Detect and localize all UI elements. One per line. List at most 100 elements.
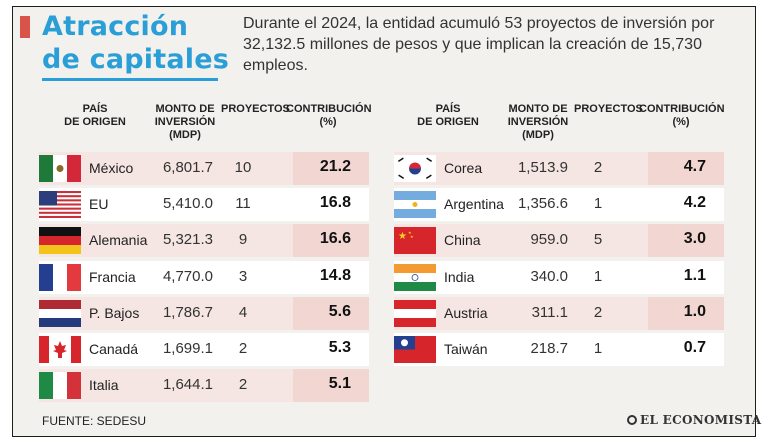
austria-flag-icon xyxy=(394,299,436,327)
country-name: India xyxy=(444,268,475,285)
mexico-flag-icon xyxy=(39,155,81,182)
investment-amount: 5,321.3 xyxy=(162,231,213,249)
table-row: Taiwán 218.7 1 0.7 xyxy=(394,333,724,366)
title: Atracción de capitales xyxy=(42,10,229,76)
france-flag-icon xyxy=(39,263,81,291)
investment-amount: 311.1 xyxy=(531,303,568,321)
germany-flag-icon xyxy=(39,227,81,255)
netherlands-flag-icon xyxy=(39,299,81,327)
contribution-percent: 16.8 xyxy=(319,194,351,212)
country-name: Canadá xyxy=(89,341,139,357)
country-name: Corea xyxy=(444,160,483,176)
contribution-percent: 1.0 xyxy=(683,302,706,320)
contribution-cell-background xyxy=(293,369,369,403)
table-row: EU 5,410.0 11 16.8 xyxy=(39,188,369,222)
contribution-cell-background xyxy=(293,260,369,294)
title-underline xyxy=(42,78,218,81)
contribution-percent: 5.3 xyxy=(328,339,351,356)
project-count: 2 xyxy=(593,303,603,321)
project-count: 10 xyxy=(234,159,252,176)
india-flag-icon xyxy=(394,263,436,291)
left-header-monto: MONTO DE INVERSIÓN (MDP) xyxy=(154,103,216,141)
canada-flag-icon xyxy=(39,336,81,363)
description: Durante el 2024, la entidad acumuló 53 p… xyxy=(243,15,715,74)
usa-flag-icon xyxy=(39,191,81,219)
investment-amount: 1,356.6 xyxy=(517,195,568,213)
contribution-percent: 4.2 xyxy=(683,194,706,212)
project-count: 1 xyxy=(593,340,603,357)
contribution-percent: 5.1 xyxy=(328,375,351,393)
project-count: 11 xyxy=(235,195,251,213)
logo-text: EL ECONOMISTA xyxy=(640,413,762,427)
investment-amount: 1,699.1 xyxy=(162,340,213,357)
right-header-contribucion: CONTRIBUCIÓN (%) xyxy=(639,103,725,128)
contribution-percent: 3.0 xyxy=(683,230,706,248)
country-name: Taiwán xyxy=(444,341,488,357)
contribution-percent: 14.8 xyxy=(319,266,351,284)
investment-amount: 959.0 xyxy=(530,231,568,249)
contribution-cell-background xyxy=(293,188,369,222)
country-name: P. Bajos xyxy=(89,304,140,321)
contribution-percent: 4.7 xyxy=(683,158,706,175)
investment-amount: 5,410.0 xyxy=(162,195,213,213)
country-name: Alemania xyxy=(89,232,148,249)
investment-amount: 1,513.9 xyxy=(517,159,568,176)
left-header-proyectos: PROYECTOS xyxy=(221,103,290,115)
left-header-contribucion: CONTRIBUCIÓN (%) xyxy=(286,103,372,128)
contribution-cell-background xyxy=(293,296,369,330)
title-line-2: de capitales xyxy=(42,44,230,75)
logo-mark-icon xyxy=(627,415,637,425)
country-name: China xyxy=(444,232,481,249)
svg-text:★: ★ xyxy=(398,231,407,242)
contribution-cell-background xyxy=(648,188,724,222)
contribution-cell-background xyxy=(648,152,724,185)
left-header-pais: PAÍS DE ORIGEN xyxy=(64,103,126,128)
investment-amount: 1,786.7 xyxy=(162,303,213,321)
investment-amount: 218.7 xyxy=(530,340,568,357)
project-count: 1 xyxy=(593,195,603,213)
contribution-cell-background xyxy=(293,333,369,366)
country-name: Argentina xyxy=(444,196,504,213)
right-header-proyectos: PROYECTOS xyxy=(574,103,643,115)
contribution-percent: 5.6 xyxy=(328,302,351,320)
table-row: Italia 1,644.1 2 5.1 xyxy=(39,369,369,403)
table-row: P. Bajos 1,786.7 4 5.6 xyxy=(39,296,369,330)
country-name: Francia xyxy=(89,268,136,285)
investment-amount: 340.0 xyxy=(530,267,568,285)
project-count: 2 xyxy=(238,376,248,394)
project-count: 4 xyxy=(238,303,248,321)
contribution-cell-background xyxy=(293,224,369,258)
country-name: México xyxy=(89,160,134,176)
table-row: Austria 311.1 2 1.0 xyxy=(394,296,724,330)
contribution-cell-background xyxy=(648,260,724,294)
project-count: 1 xyxy=(593,267,603,285)
project-count: 2 xyxy=(593,159,603,176)
contribution-percent: 16.6 xyxy=(319,230,351,248)
contribution-cell-background xyxy=(648,224,724,258)
svg-text:★: ★ xyxy=(408,230,412,235)
table-row: Argentina 1,356.6 1 4.2 xyxy=(394,188,724,222)
right-header-monto: MONTO DE INVERSIÓN (MDP) xyxy=(507,103,569,141)
investment-amount: 6,801.7 xyxy=(162,159,213,176)
country-name: EU xyxy=(89,196,109,213)
italy-flag-icon xyxy=(39,372,81,400)
table-row: México 6,801.7 10 21.2 xyxy=(39,152,369,185)
taiwan-flag-icon xyxy=(394,336,436,363)
table-row: ★ ★ ★ China 959.0 5 3.0 xyxy=(394,224,724,258)
contribution-cell-background xyxy=(648,296,724,330)
project-count: 2 xyxy=(238,340,248,357)
china-flag-icon: ★ ★ ★ xyxy=(394,227,436,255)
contribution-cell-background xyxy=(648,333,724,366)
table-row: India 340.0 1 1.1 xyxy=(394,260,724,294)
table-row: Francia 4,770.0 3 14.8 xyxy=(39,260,369,294)
title-accent-bar xyxy=(20,16,30,38)
project-count: 5 xyxy=(593,231,603,249)
title-line-1: Atracción xyxy=(42,11,189,42)
table-row: Canadá 1,699.1 2 5.3 xyxy=(39,333,369,366)
project-count: 3 xyxy=(238,267,248,285)
source-note: FUENTE: SEDESU xyxy=(42,414,147,428)
investment-amount: 4,770.0 xyxy=(162,267,213,285)
country-name: Austria xyxy=(444,304,488,321)
table-row: Alemania 5,321.3 9 16.6 xyxy=(39,224,369,258)
right-header-pais: PAÍS DE ORIGEN xyxy=(417,103,479,128)
